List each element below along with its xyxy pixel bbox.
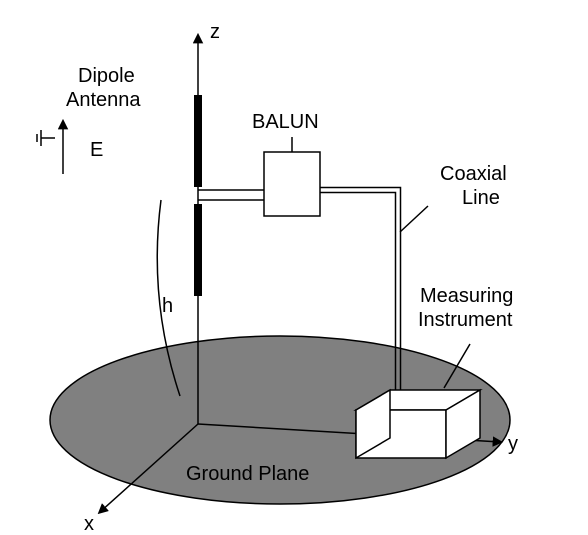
label-y: y bbox=[508, 433, 518, 455]
label-dipole-1: Dipole bbox=[78, 65, 135, 87]
label-meas-1: Measuring bbox=[420, 285, 513, 307]
label-dipole-2: Antenna bbox=[66, 89, 141, 111]
label-e: E bbox=[90, 139, 103, 161]
label-meas-2: Instrument bbox=[418, 309, 513, 331]
e-field-symbol bbox=[37, 122, 63, 174]
label-coax-1: Coaxial bbox=[440, 163, 507, 185]
label-coax-2: Line bbox=[462, 187, 500, 209]
balun-box bbox=[264, 152, 320, 216]
label-h: h bbox=[162, 295, 173, 317]
label-x: x bbox=[84, 513, 94, 535]
label-ground: Ground Plane bbox=[186, 463, 309, 485]
measuring-instrument bbox=[356, 390, 480, 458]
leader-coax bbox=[400, 206, 428, 232]
label-z: z bbox=[210, 21, 220, 43]
label-balun: BALUN bbox=[252, 111, 319, 133]
